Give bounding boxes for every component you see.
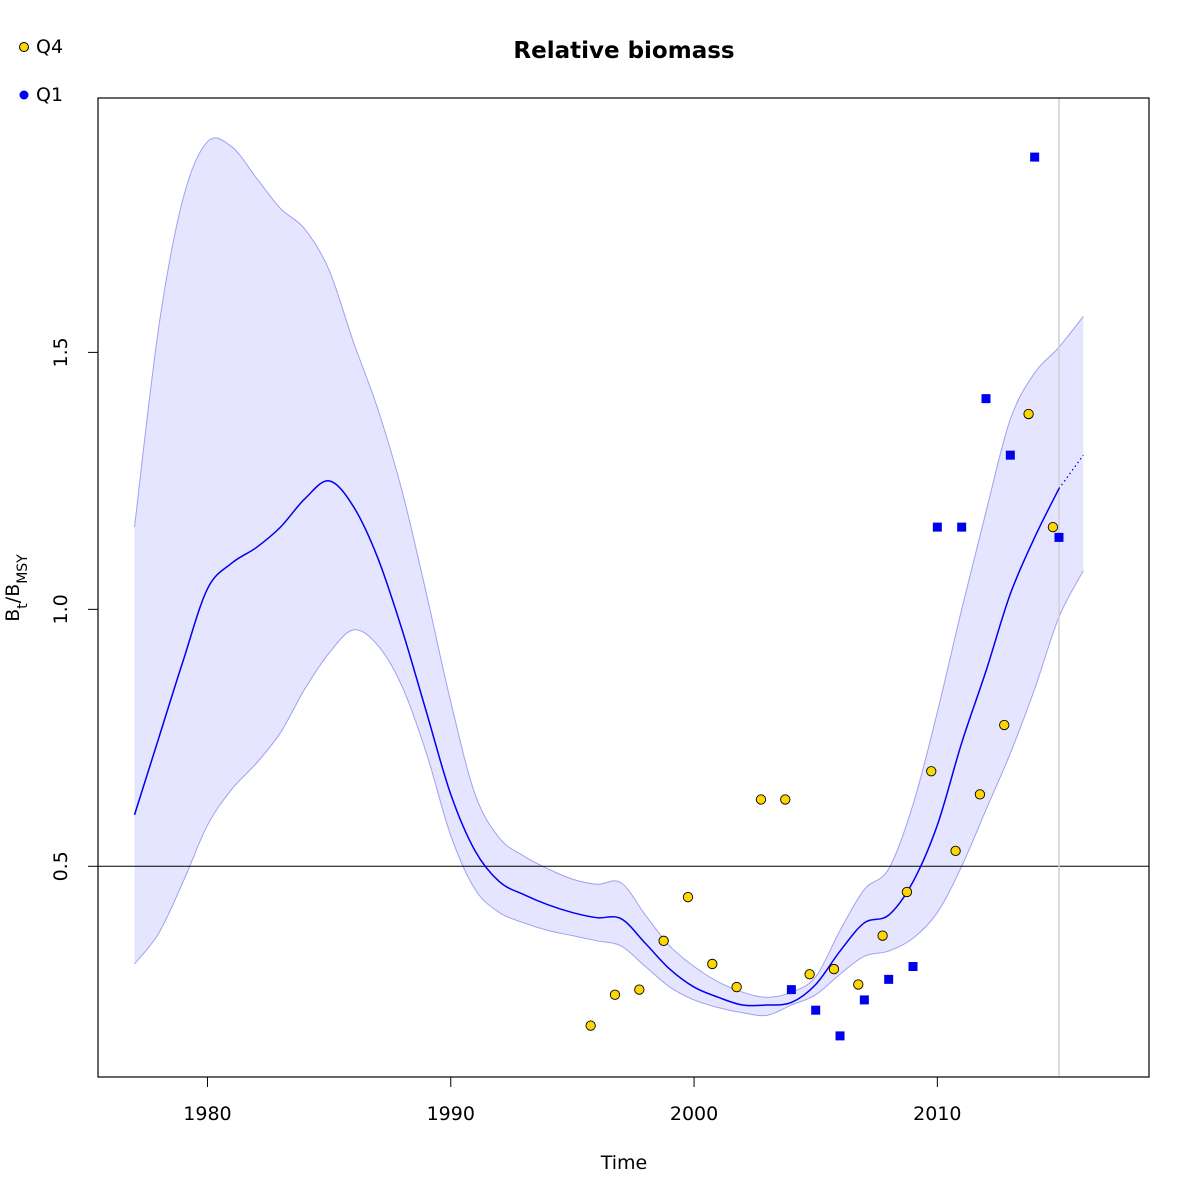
- y-label-main: B: [2, 609, 24, 622]
- q4-point: [901, 886, 913, 898]
- confidence-band: [134, 137, 1084, 1016]
- q4-point: [658, 935, 669, 946]
- legend-q4-marker: [19, 42, 29, 52]
- legend-q1-label: Q1: [36, 84, 63, 106]
- q1-point: [884, 974, 894, 984]
- q4-point: [950, 845, 961, 857]
- q4-point: [974, 789, 986, 800]
- q1-point: [932, 522, 942, 532]
- q4-point: [780, 794, 791, 805]
- q1-point: [786, 985, 796, 995]
- x-tick-label: 2010: [913, 1103, 961, 1125]
- y-axis-label: Bt/BMSY: [2, 554, 31, 622]
- legend: Q4 Q1: [19, 36, 63, 106]
- q4-point: [877, 930, 888, 941]
- band-lower-edge: [134, 570, 1084, 1017]
- x-tick-label: 1980: [183, 1103, 231, 1125]
- y-tick-label: 0.5: [50, 851, 72, 881]
- plot-area: [98, 98, 1149, 1077]
- y-label-slash-b: /B: [2, 584, 24, 603]
- q4-point: [828, 963, 840, 975]
- legend-q1-marker: [19, 90, 29, 100]
- y-label-sub-t: t: [15, 603, 31, 609]
- y-label-sub-msy: MSY: [15, 554, 31, 584]
- y-tick-label: 1.0: [50, 594, 72, 624]
- q4-point: [755, 794, 767, 805]
- q1-point: [1054, 532, 1064, 542]
- biomass-estimate-line: [133, 480, 1060, 1007]
- q4-point: [682, 891, 694, 903]
- legend-item-q4: Q4: [19, 36, 63, 58]
- legend-q4-label: Q4: [36, 36, 63, 58]
- q4-point: [585, 1020, 596, 1031]
- x-axis-label: Time: [600, 1152, 648, 1174]
- q1-point: [908, 962, 918, 972]
- q1-point: [1030, 152, 1040, 162]
- x-tick-label: 2000: [670, 1103, 718, 1125]
- y-axis: 0.5 1.0 1.5: [50, 337, 98, 881]
- q4-point: [1023, 408, 1034, 420]
- y-tick-label: 1.5: [50, 337, 72, 367]
- q4-point: [634, 984, 645, 995]
- band-upper-edge: [133, 137, 1084, 998]
- x-tick-label: 1990: [427, 1103, 475, 1125]
- q1-point: [859, 995, 869, 1005]
- q4-point: [1047, 521, 1059, 533]
- x-axis: 1980 1990 2000 2010: [183, 1077, 962, 1125]
- q4-point: [804, 969, 815, 980]
- q4-point: [731, 981, 742, 993]
- q4-point: [999, 719, 1010, 731]
- q4-point: [926, 766, 937, 777]
- q4-point: [853, 979, 864, 990]
- q1-point: [957, 522, 967, 532]
- q4-point: [707, 958, 718, 970]
- q4-point: [609, 989, 621, 1000]
- q1-point: [1005, 450, 1015, 460]
- plot-frame: [97, 97, 1150, 1078]
- q1-point: [835, 1031, 845, 1041]
- q1-point: [811, 1005, 821, 1015]
- q1-point: [981, 394, 991, 404]
- chart-title: Relative biomass: [513, 38, 734, 64]
- legend-item-q1: Q1: [19, 84, 63, 106]
